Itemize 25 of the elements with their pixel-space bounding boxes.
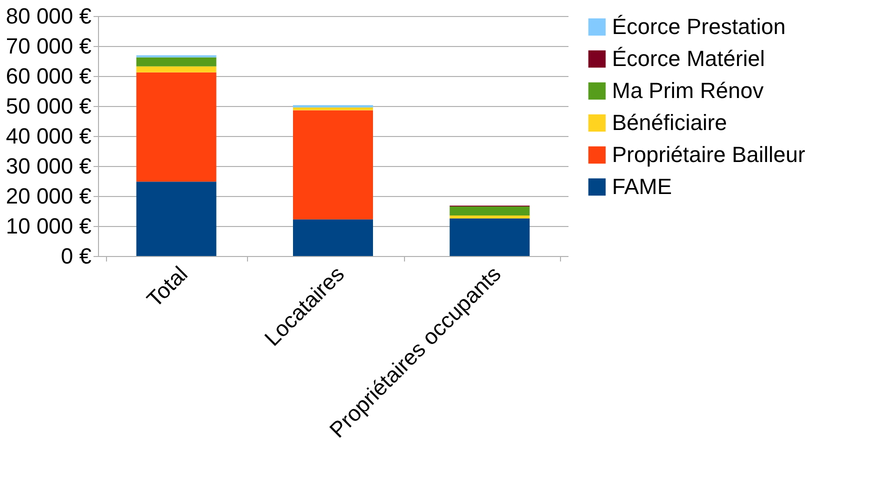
bar [450,216,530,218]
legend-label: Bénéficiaire [612,110,727,135]
bar [136,66,216,72]
legend-label: Écorce Matériel [612,46,765,71]
y-tick-label: 30 000 € [6,154,92,178]
bar [450,206,530,216]
y-tick-label: 20 000 € [6,184,92,208]
y-tick-label: 60 000 € [6,64,92,88]
bar [293,219,373,256]
bar [293,108,373,110]
y-tick-label: 80 000 € [6,4,92,28]
y-tick-label: 40 000 € [6,124,92,148]
legend-label: Propriétaire Bailleur [612,142,806,167]
y-tick-label: 0 € [60,244,92,268]
y-tick-label: 10 000 € [6,214,92,238]
bar [136,72,216,182]
legend-label: FAME [612,174,672,199]
bar [450,218,530,256]
bar [136,57,216,66]
legend-label: Écorce Prestation [612,14,786,39]
y-tick-label: 50 000 € [6,94,92,118]
bar [293,110,373,220]
legend-label: Ma Prim Rénov [612,78,764,103]
bar [136,182,216,256]
y-tick-label: 70 000 € [6,34,92,58]
